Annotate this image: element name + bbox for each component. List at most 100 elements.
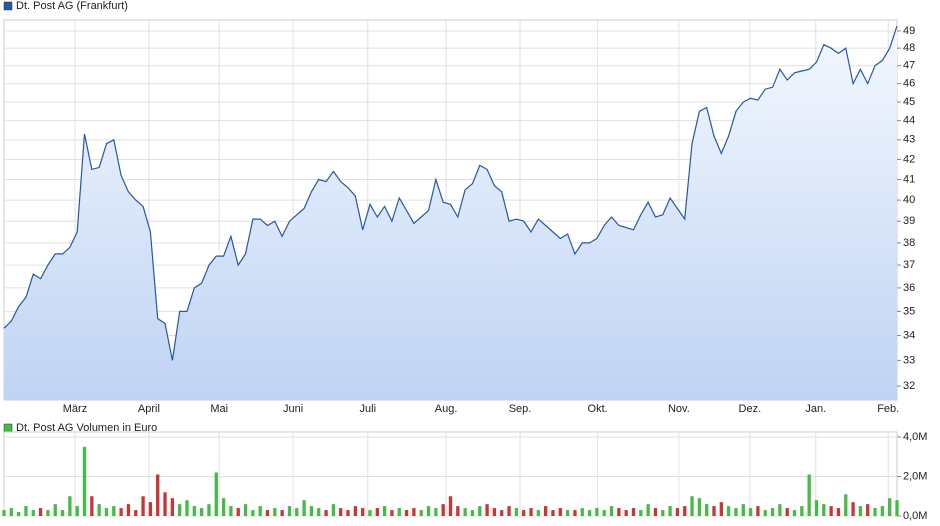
volume-bar — [602, 510, 606, 516]
volume-bar — [53, 504, 57, 516]
volume-bar — [221, 498, 226, 516]
volume-bar — [668, 506, 672, 516]
x-tick-label: Jan. — [805, 403, 826, 415]
volume-bar — [68, 496, 72, 516]
legend-swatch — [3, 423, 13, 433]
y-tick-label: 39 — [903, 215, 915, 227]
volume-bar — [514, 508, 519, 516]
volume-bar — [463, 508, 467, 516]
volume-bar — [441, 504, 445, 516]
volume-bar — [90, 496, 94, 516]
volume-bar — [199, 508, 204, 516]
y-tick-label: 48 — [903, 42, 915, 54]
volume-bar — [353, 506, 357, 516]
volume-bar — [317, 508, 321, 516]
volume-bar — [309, 506, 314, 516]
y-tick-label: 37 — [903, 259, 915, 271]
volume-bar — [719, 502, 723, 516]
y-tick-label: 35 — [903, 305, 915, 317]
volume-bar — [822, 504, 826, 516]
volume-bar — [46, 510, 50, 516]
volume-bar — [112, 506, 116, 516]
volume-bar — [82, 446, 87, 516]
y-tick-label: 36 — [903, 282, 915, 294]
y-tick-label: 43 — [903, 134, 915, 146]
volume-bar — [880, 506, 885, 516]
volume-bar — [624, 510, 628, 516]
volume-bar — [60, 510, 65, 516]
volume-bar — [631, 508, 636, 516]
volume-bar — [185, 500, 189, 516]
volume-bar — [485, 504, 489, 516]
x-tick-label: Aug. — [435, 403, 458, 415]
volume-bar — [412, 508, 416, 516]
volume-bar — [507, 506, 511, 516]
volume-bar — [448, 496, 453, 516]
volume-bar — [587, 510, 592, 516]
volume-bar — [141, 496, 145, 516]
y-tick-label: 45 — [903, 96, 915, 108]
volume-bar — [705, 504, 709, 516]
volume-bar — [763, 510, 767, 516]
y-tick-label: 38 — [903, 237, 915, 249]
volume-bar — [609, 506, 614, 516]
volume-bar — [778, 504, 782, 516]
volume-bar — [741, 504, 745, 516]
y-tick-label: 41 — [903, 173, 915, 185]
x-tick-label: März — [63, 403, 87, 415]
volume-bar — [104, 508, 109, 516]
volume-bar — [727, 506, 731, 516]
volume-bar — [895, 500, 899, 516]
volume-bar — [675, 508, 680, 516]
volume-bar — [770, 508, 775, 516]
volume-bar — [712, 506, 716, 516]
volume-bar — [170, 498, 174, 516]
volume-bar — [148, 502, 153, 516]
volume-bar — [265, 510, 270, 516]
y-tick-label: 42 — [903, 153, 915, 165]
volume-bar — [748, 508, 753, 516]
volume-bar — [661, 510, 665, 516]
volume-bar — [873, 508, 877, 516]
volume-bar — [529, 508, 533, 516]
volume-bar — [785, 508, 789, 516]
volume-bar — [807, 474, 811, 516]
volume-bar — [375, 508, 379, 516]
volume-bar — [434, 508, 438, 516]
volume-bar — [404, 510, 409, 516]
y-tick-label: 32 — [903, 380, 915, 392]
volume-bar — [295, 508, 299, 516]
volume-bar — [551, 510, 555, 516]
volume-bar — [273, 508, 277, 516]
volume-bar — [639, 510, 643, 516]
volume-bar — [690, 496, 694, 516]
x-tick-label: Nov. — [668, 403, 690, 415]
volume-bar — [339, 508, 343, 516]
y-tick-label: 34 — [903, 329, 915, 341]
x-tick-label: Okt. — [588, 403, 608, 415]
x-tick-label: Dez. — [739, 403, 762, 415]
volume-bar — [119, 508, 123, 516]
volume-bar — [331, 504, 336, 516]
volume-bar — [38, 508, 43, 516]
volume-bar — [390, 510, 394, 516]
volume-bar — [814, 500, 819, 516]
volume-bar — [324, 510, 328, 516]
volume-bar — [251, 510, 255, 516]
volume-bar — [858, 506, 863, 516]
volume-bar — [683, 506, 687, 516]
volume-bar — [426, 506, 431, 516]
volume-bar — [214, 472, 218, 516]
volume-bar — [302, 500, 306, 516]
y-tick-label: 0,0M — [903, 510, 927, 522]
y-tick-label: 49 — [903, 25, 915, 37]
volume-bar — [734, 508, 738, 516]
x-tick-label: Sep. — [509, 403, 532, 415]
volume-bar — [522, 510, 526, 516]
volume-bar — [75, 506, 79, 516]
y-tick-label: 40 — [903, 194, 915, 206]
volume-bar — [866, 504, 870, 516]
legend-label: Dt. Post AG Volumen in Euro — [16, 422, 157, 434]
volume-bar — [646, 504, 650, 516]
